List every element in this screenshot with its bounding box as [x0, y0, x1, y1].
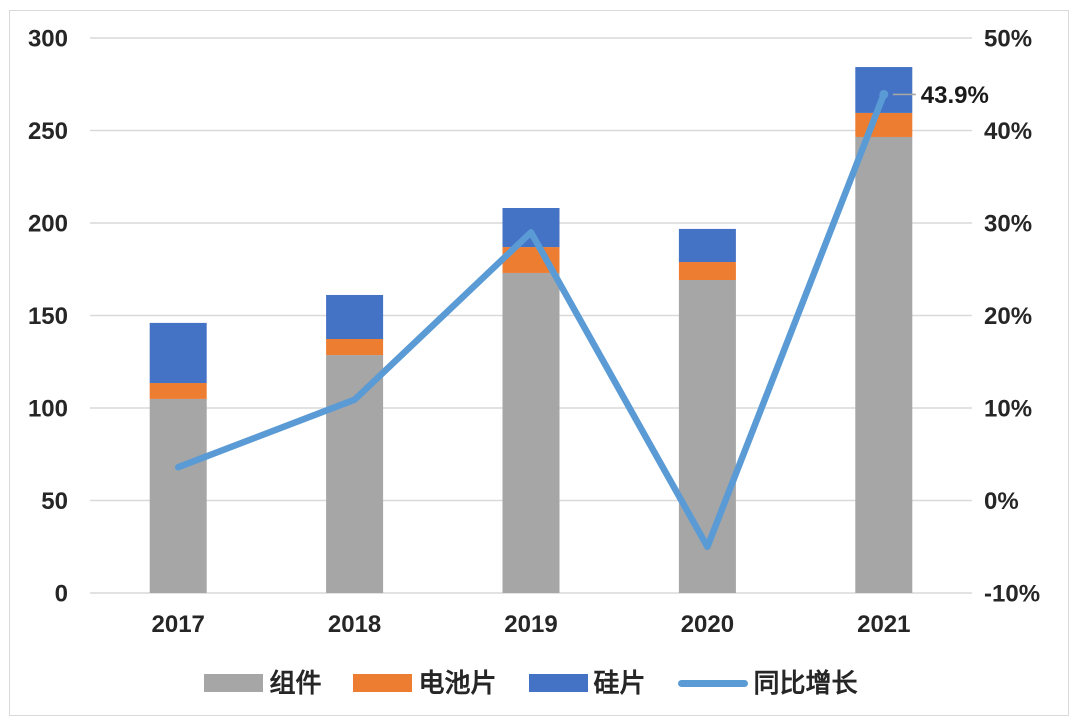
y-axis-tick-label: 200: [28, 211, 68, 238]
x-axis-tick-label: 2017: [152, 611, 205, 638]
bar-segment-cell-2018: [326, 338, 384, 356]
legend-label-wafer: 硅片: [593, 668, 646, 698]
bar-segment-module-2021: [855, 136, 913, 593]
y2-axis-tick-label: 50%: [984, 26, 1032, 53]
x-axis-tick-label: 2018: [328, 611, 381, 638]
yoy-growth-line: [174, 91, 888, 551]
bar-segment-cell-2017: [149, 383, 207, 399]
y-axis-tick-label: 0: [55, 581, 68, 608]
y2-axis-tick-label: 20%: [984, 303, 1032, 330]
y2-axis-tick-label: 40%: [984, 118, 1032, 145]
y2-axis-tick-label: -10%: [984, 581, 1040, 608]
y2-axis-tick-label: 0%: [984, 488, 1019, 515]
x-axis-tick-label: 2019: [504, 611, 557, 638]
bar-segment-wafer-2017: [149, 322, 207, 384]
y-axis-tick-label: 150: [28, 303, 68, 330]
bar-segment-wafer-2018: [326, 294, 384, 339]
bar-segment-module-2017: [149, 398, 207, 593]
legend-item-wafer: 硅片: [528, 668, 646, 698]
legend-swatch-wafer: [528, 674, 588, 692]
bar-segment-wafer-2020: [678, 228, 736, 263]
legend-swatch-cell: [353, 674, 413, 692]
line-end-marker: [879, 89, 889, 99]
legend-item-yoy-growth: 同比增长: [677, 668, 858, 698]
line-data-label: 43.9%: [921, 82, 989, 109]
legend-label-cell: 电池片: [418, 668, 497, 698]
bar-segment-module-2018: [326, 355, 384, 593]
legend-swatch-module: [204, 674, 264, 692]
bar-segment-cell-2021: [855, 112, 913, 137]
y2-axis-tick-label: 10%: [984, 396, 1032, 423]
legend-item-cell: 电池片: [353, 668, 497, 698]
legend-label-yoy-growth: 同比增长: [753, 668, 858, 698]
legend-label-module: 组件: [269, 668, 322, 698]
y-axis-tick-label: 250: [28, 118, 68, 145]
legend-swatch-yoy-growth: [677, 679, 748, 687]
x-axis-tick-label: 2021: [857, 611, 910, 638]
chart-legend: 组件 电池片 硅片 同比增长: [90, 663, 972, 703]
x-axis-tick-label: 2020: [681, 611, 734, 638]
y2-axis-tick-label: 30%: [984, 211, 1032, 238]
legend-item-module: 组件: [204, 670, 321, 696]
bar-segment-cell-2020: [678, 262, 736, 280]
y-axis-tick-label: 300: [28, 26, 68, 53]
bar-segment-wafer-2019: [502, 208, 560, 248]
y-axis-tick-label: 100: [28, 396, 68, 423]
bar-segment-module-2019: [502, 272, 560, 593]
y-axis-tick-label: 50: [41, 488, 68, 515]
